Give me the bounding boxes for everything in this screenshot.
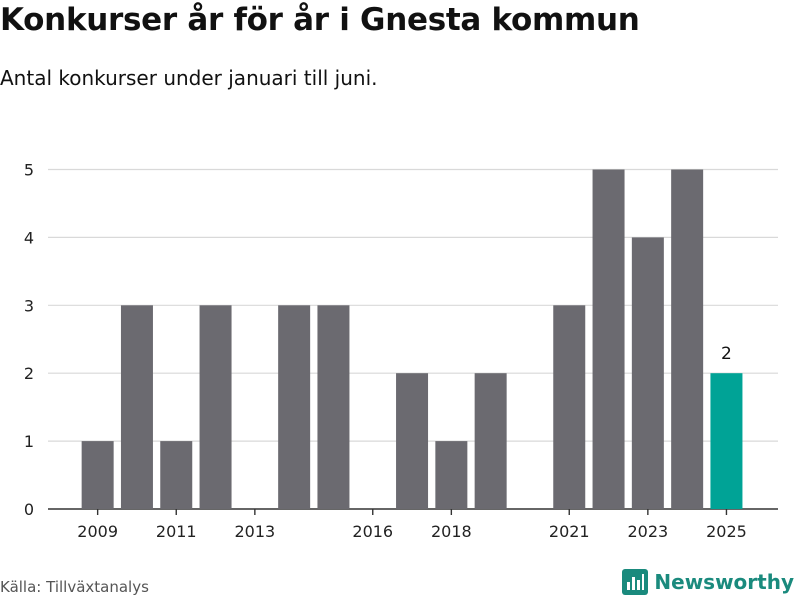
bar-2018: [435, 441, 468, 509]
x-tick-label: 2021: [549, 522, 590, 541]
x-tick-label: 2023: [627, 522, 668, 541]
y-tick-label: 4: [24, 228, 34, 247]
bar-2014: [278, 305, 311, 509]
labels: 0 1 2 3 4 5 2 2009 2011 2013 2016 2018 2021 2023 2025: [24, 161, 747, 542]
bar-2011: [160, 441, 193, 509]
bar-2024: [671, 169, 704, 509]
bar-2017: [396, 373, 429, 509]
data-label-2025: 2: [721, 344, 732, 364]
bar-2023: [631, 237, 664, 509]
x-tick-label: 2009: [77, 522, 118, 541]
chart-title: Konkurser år för år i Gnesta kommun: [0, 2, 640, 38]
bar-2022: [592, 169, 625, 509]
bar-2025: [710, 373, 743, 509]
x-tick-label: 2025: [706, 522, 747, 541]
x-tick-label: 2011: [156, 522, 197, 541]
bar-2012: [199, 305, 232, 509]
bar-chart: 0 1 2 3 4 5 2 2009 2011 2013 2016 2018 2021 2023 2025: [24, 161, 778, 542]
bar-2021: [553, 305, 586, 509]
brand: Newsworthy: [622, 569, 794, 595]
source-note: Källa: Tillväxtanalys: [0, 578, 149, 596]
chart-subtitle: Antal konkurser under januari till juni.: [0, 66, 378, 90]
y-tick-label: 5: [24, 161, 34, 180]
y-tick-label: 0: [24, 500, 34, 519]
brand-name: Newsworthy: [654, 570, 794, 594]
bars: [81, 169, 743, 509]
newsworthy-logo-icon: [622, 569, 649, 595]
y-tick-label: 3: [24, 296, 34, 315]
bar-2019: [474, 373, 507, 509]
bar-2009: [81, 441, 114, 509]
x-tick-label: 2013: [234, 522, 275, 541]
y-tick-label: 2: [24, 364, 34, 383]
y-tick-label: 1: [24, 432, 34, 451]
x-tick-label: 2018: [431, 522, 472, 541]
bar-2015: [317, 305, 350, 509]
bar-2010: [120, 305, 153, 509]
x-tick-label: 2016: [352, 522, 393, 541]
